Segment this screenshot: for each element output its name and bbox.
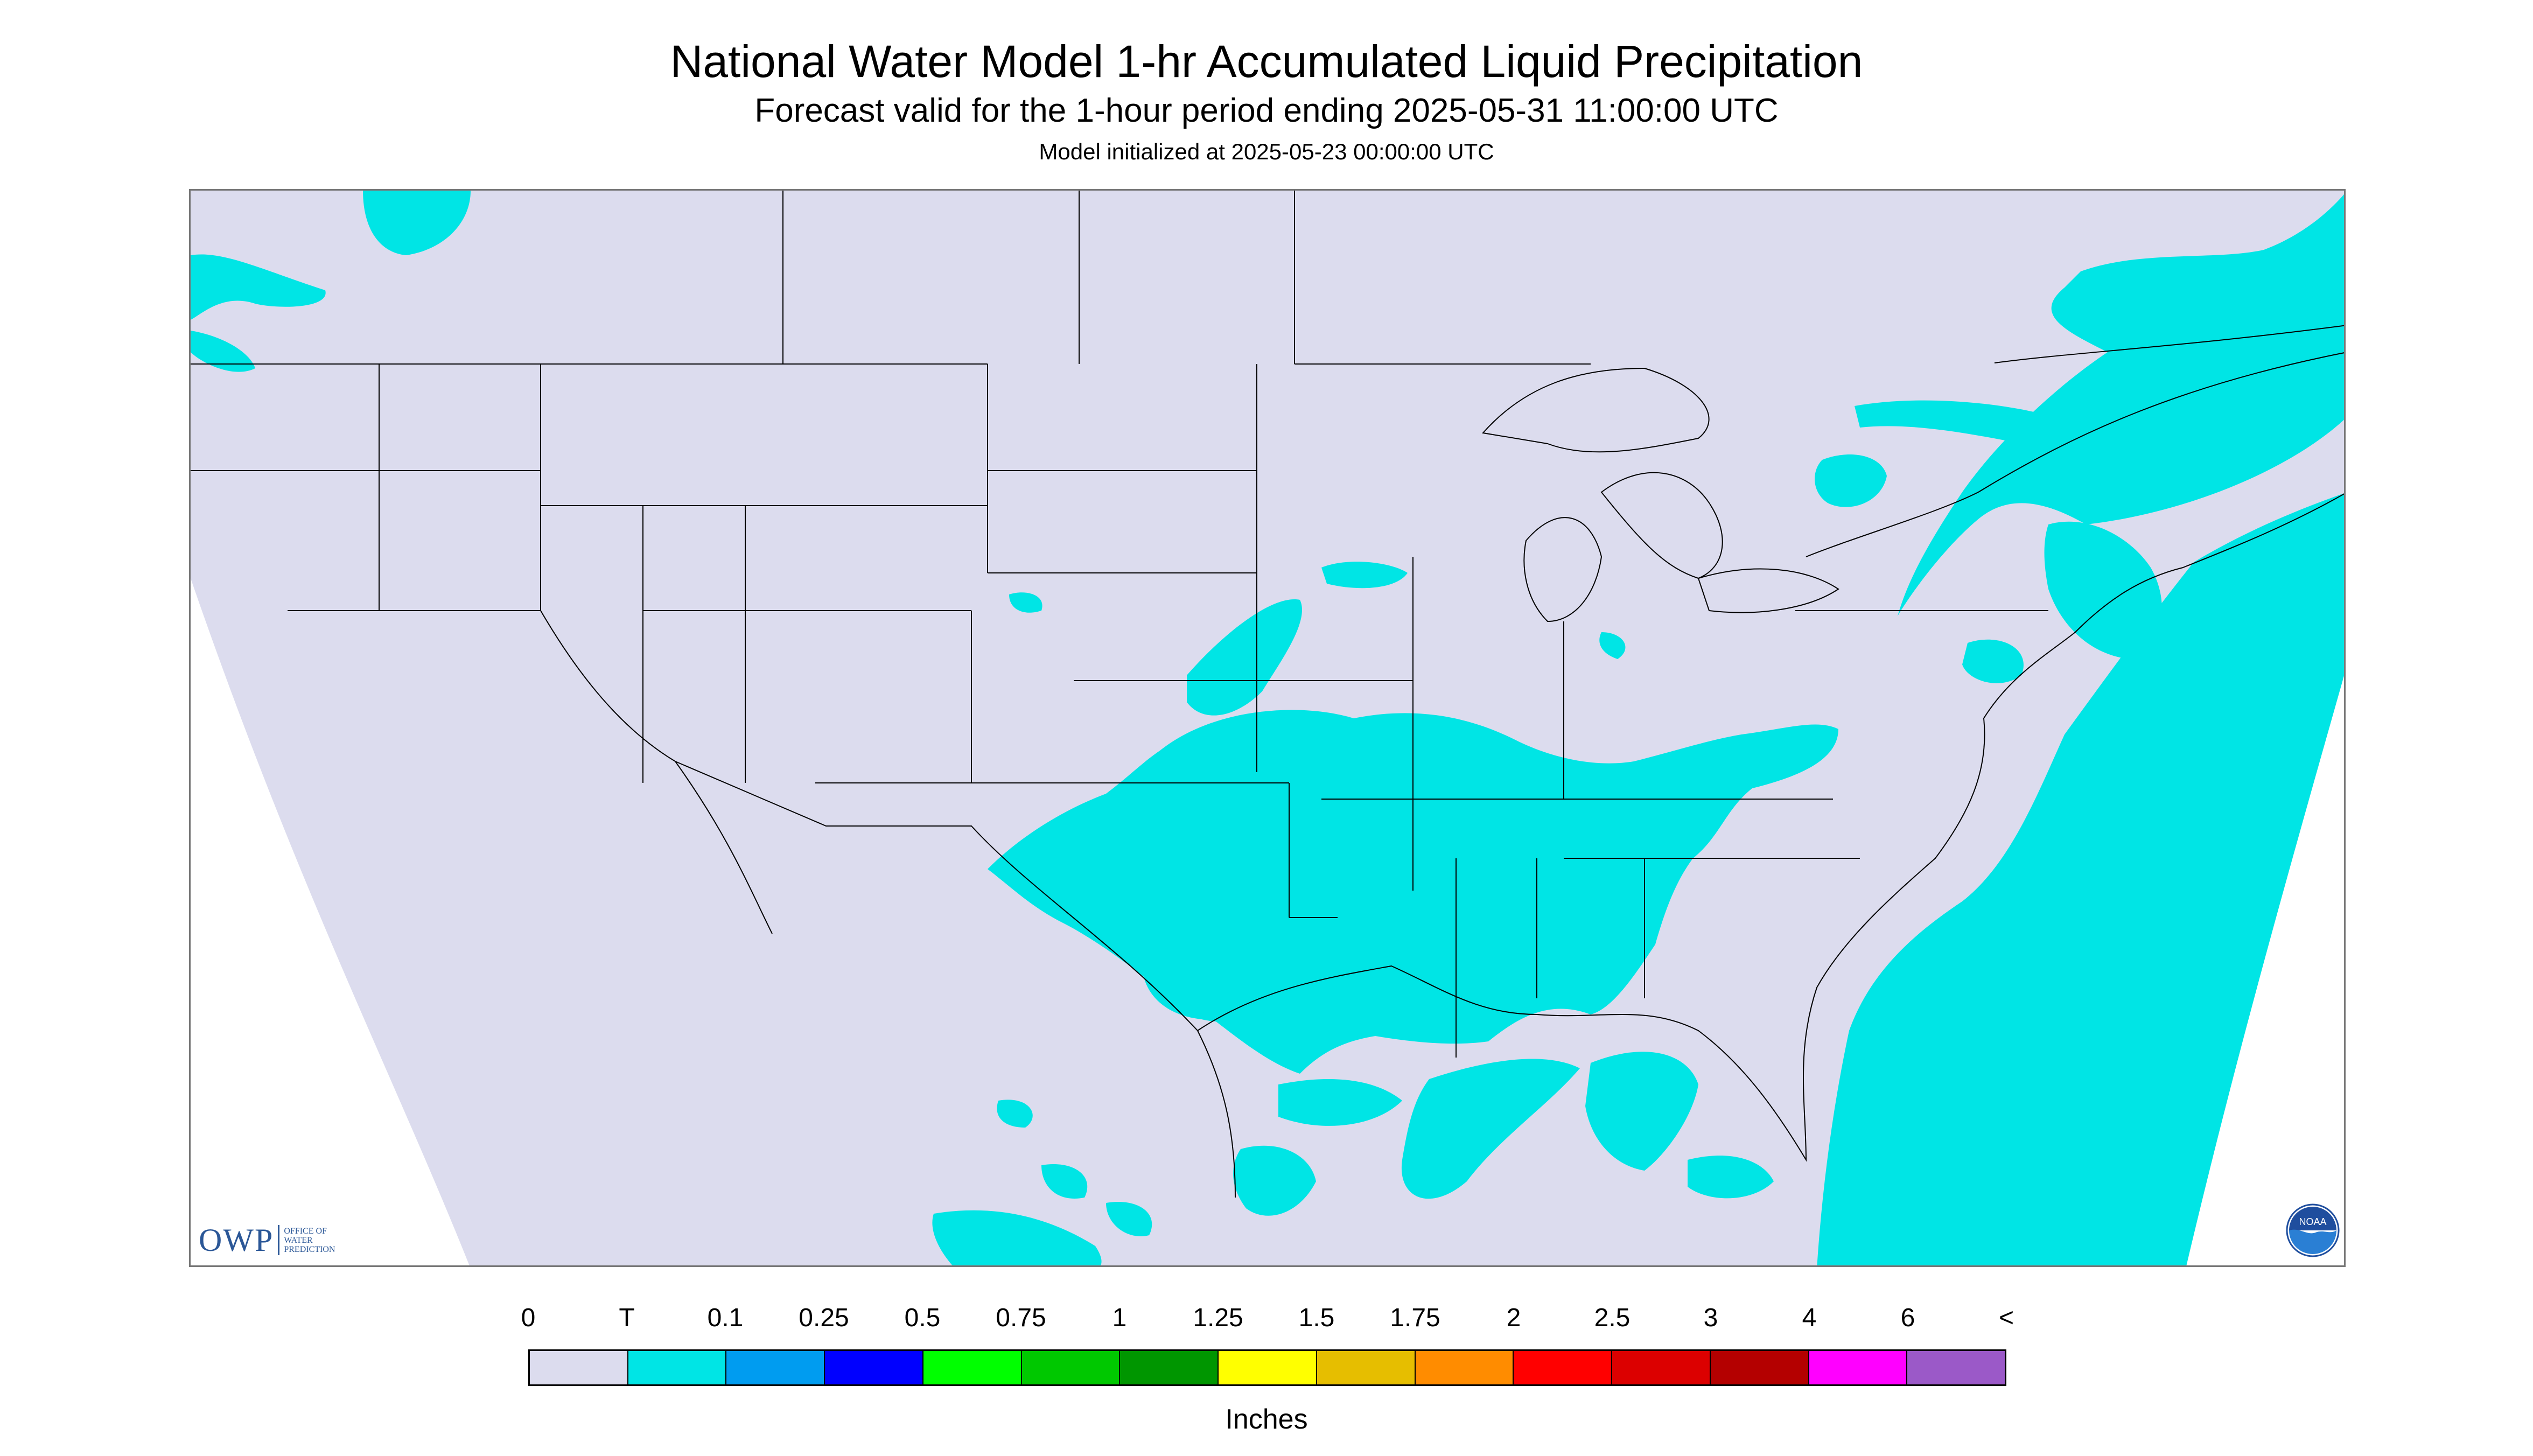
legend-tick-label: 0.25 [799, 1304, 849, 1332]
legend-swatch [1021, 1351, 1121, 1384]
map-subtitle: Forecast valid for the 1-hour period end… [754, 92, 1779, 129]
legend-tick-label: 4 [1802, 1304, 1817, 1332]
trace-precip-areas [191, 191, 2344, 1265]
legend-tick-label: 0.75 [996, 1304, 1046, 1332]
legend-swatch [726, 1351, 825, 1384]
legend-tick-label: 0 [521, 1304, 536, 1332]
legend-tick-label: 6 [1900, 1304, 1915, 1332]
noaa-logo: NOAA [2286, 1203, 2340, 1257]
owp-logo-mark: OWP [199, 1222, 274, 1258]
legend-swatch [1514, 1351, 1613, 1384]
boundary-lines [191, 191, 2344, 1198]
legend-tick-label: 2.5 [1594, 1304, 1631, 1332]
legend-swatch [1710, 1351, 1809, 1384]
legend-tick-label: 0.1 [707, 1304, 744, 1332]
legend-swatch [1415, 1351, 1514, 1384]
legend-swatch [923, 1351, 1022, 1384]
owp-logo-text: OFFICE OF WATER PREDICTION [284, 1226, 335, 1254]
legend-swatch [1809, 1351, 1908, 1384]
legend-swatch [1907, 1351, 2005, 1384]
legend-tick-label: < [1998, 1304, 2014, 1332]
legend-tick-label: 1.25 [1193, 1304, 1243, 1332]
noaa-logo-text: NOAA [2299, 1216, 2326, 1227]
legend-swatch [1317, 1351, 1416, 1384]
legend-tick-label: 2 [1506, 1304, 1521, 1332]
map-title: National Water Model 1-hr Accumulated Li… [670, 36, 1863, 87]
legend-tick-label: 1.5 [1298, 1304, 1335, 1332]
legend-swatch [1120, 1351, 1219, 1384]
legend-swatch [628, 1351, 727, 1384]
legend-tick-label: 1 [1112, 1304, 1127, 1332]
owp-logo-divider [278, 1225, 280, 1255]
legend-swatch [1612, 1351, 1711, 1384]
precipitation-map[interactable] [189, 189, 2346, 1267]
legend-swatch [825, 1351, 923, 1384]
legend-tick-label: 3 [1703, 1304, 1718, 1332]
legend-swatch [530, 1351, 628, 1384]
legend-tick-label: 1.75 [1390, 1304, 1440, 1332]
legend-tick-label: 0.5 [904, 1304, 941, 1332]
legend-tick-label: T [619, 1304, 635, 1332]
map-canvas [191, 191, 2344, 1265]
owp-logo: OWP OFFICE OF WATER PREDICTION [199, 1221, 343, 1259]
precip-legend [528, 1349, 2006, 1386]
legend-swatch [1219, 1351, 1317, 1384]
model-init-line: Model initialized at 2025-05-23 00:00:00… [1039, 139, 1494, 164]
legend-units: Inches [1225, 1404, 1308, 1435]
